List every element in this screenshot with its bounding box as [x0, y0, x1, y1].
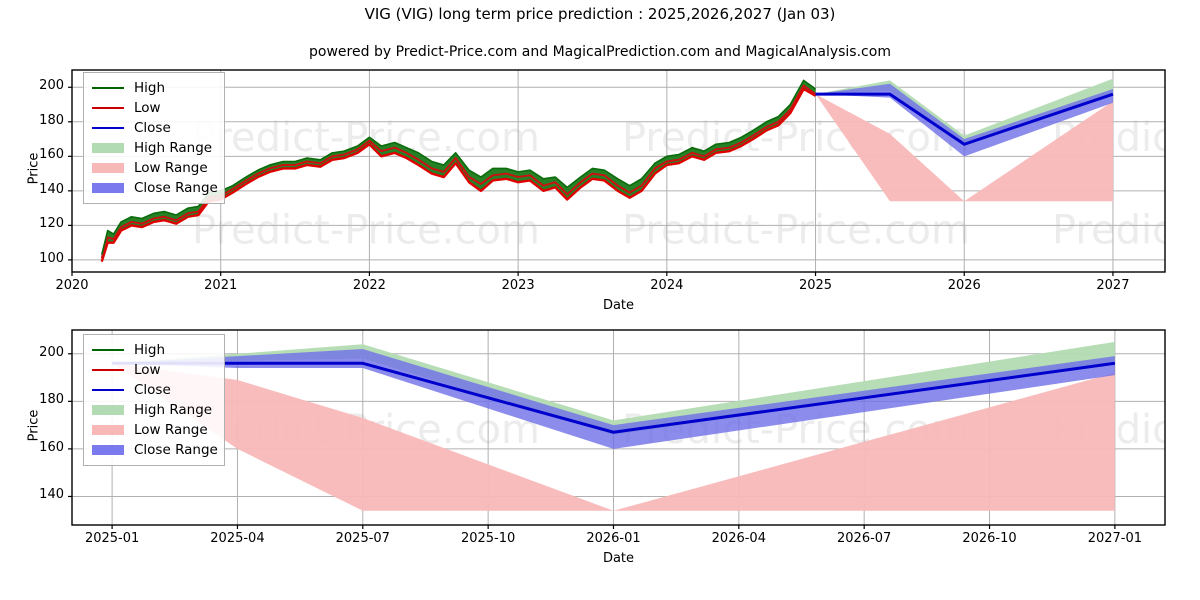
x-tick-label: 2023: [501, 278, 535, 293]
legend-item-close-range: Close Range: [90, 178, 218, 198]
legend-swatch-high-icon: [90, 81, 126, 95]
legend-swatch-close-icon: [90, 383, 126, 397]
legend-swatch-close-range-icon: [90, 443, 126, 457]
history-series: [100, 79, 817, 262]
legend-label: Close Range: [134, 442, 218, 458]
legend-item-close-range: Close Range: [90, 440, 218, 460]
y-axis-label: Price: [26, 409, 42, 441]
legend-label: Low: [134, 362, 161, 378]
legend-label: High: [134, 80, 166, 96]
x-tick-label: 2025: [798, 278, 833, 293]
watermark-text: Predict-Price.com: [192, 208, 540, 254]
top-chart-panel: Predict-Price.com Predict-Price.com Predic…: [0, 62, 1200, 312]
x-tick-label: 2025-07: [335, 531, 390, 546]
legend-swatch-close-icon: [90, 121, 126, 135]
x-tick-label: 2026-01: [586, 531, 641, 546]
page-subtitle: powered by Predict-Price.com and Magical…: [309, 44, 891, 60]
y-tick-label: 180: [39, 392, 64, 408]
y-tick-label: 200: [39, 78, 64, 94]
top-chart-legend: High Low Close High Range Low Range Close Ran…: [83, 72, 225, 204]
low-range-band: [112, 363, 1115, 511]
x-tick-label: 2027: [1096, 278, 1130, 293]
top-chart-svg: Predict-Price.com Predict-Price.com Predic…: [68, 69, 1200, 276]
legend-swatch-high-icon: [90, 343, 126, 357]
x-axis-label: Date: [602, 298, 635, 313]
y-tick-label: 180: [39, 112, 64, 128]
x-tick-label: 2024: [650, 278, 684, 293]
forecast-series: [815, 78, 1114, 202]
legend-swatch-high-range-icon: [90, 403, 126, 417]
legend-label: Low: [134, 100, 161, 116]
legend-swatch-close-range-icon: [90, 181, 126, 195]
legend-label: Close: [134, 382, 171, 398]
legend-item-low: Low: [90, 98, 216, 118]
y-tick-label: 160: [39, 147, 64, 163]
legend-label: Low Range: [134, 160, 208, 176]
legend-item-high: High: [90, 340, 216, 360]
legend-item-high: High: [90, 78, 216, 98]
x-tick-label: 2020: [55, 278, 89, 293]
x-tick-label: 2027-01: [1087, 531, 1143, 546]
bottom-chart-legend: High Low Close High Range Low Range Close Ran…: [83, 334, 225, 466]
x-tick-label: 2025-04: [210, 531, 265, 546]
legend-item-close: Close: [90, 118, 216, 138]
legend-label: Low Range: [134, 422, 208, 438]
gridlines: [71, 70, 1165, 272]
x-tick-label: 2026: [947, 278, 981, 293]
watermark-text: Predict-Price.com: [1052, 208, 1200, 254]
low-range-band: [815, 94, 1113, 202]
x-tick-label: 2026-10: [962, 531, 1017, 546]
x-tick-label: 2022: [352, 278, 386, 293]
y-tick-label: 160: [39, 439, 64, 455]
legend-item-high-range: High Range: [90, 400, 216, 420]
legend-item-high-range: High Range: [90, 138, 216, 158]
legend-swatch-low-icon: [90, 363, 126, 377]
legend-label: High: [134, 342, 166, 358]
legend-swatch-high-range-icon: [90, 141, 126, 155]
close-range-band: [815, 83, 1113, 157]
y-tick-label: 140: [39, 181, 64, 197]
legend-swatch-low-range-icon: [90, 423, 126, 437]
legend-label: High Range: [134, 140, 213, 156]
close-forecast-line: [815, 92, 1114, 146]
y-tick-label: 100: [39, 250, 64, 266]
x-tick-label: 2021: [204, 278, 238, 293]
watermark-group: Predict-Price.com Predict-Price.com Predic…: [192, 115, 1200, 254]
x-tick-label: 2025-01: [84, 531, 140, 546]
legend-item-close: Close: [90, 380, 216, 400]
y-axis-label: Price: [26, 152, 42, 185]
legend-label: High Range: [134, 402, 213, 418]
legend-swatch-low-range-icon: [90, 161, 126, 175]
x-tick-label: 2026-04: [711, 531, 766, 546]
legend-item-low-range: Low Range: [90, 158, 216, 178]
x-tick-label: 2025-10: [460, 531, 516, 546]
page-title: VIG (VIG) long term price prediction : 2…: [364, 5, 836, 23]
legend-label: Close: [134, 120, 171, 136]
y-tick-label: 140: [39, 487, 64, 503]
y-tick-label: 200: [39, 344, 64, 360]
watermark-text: Predict-Price.com: [192, 115, 540, 161]
legend-label: Close Range: [134, 180, 218, 196]
x-axis-label: Date: [602, 551, 635, 566]
legend-item-low-range: Low Range: [90, 420, 216, 440]
x-tick-label: 2026-07: [837, 531, 892, 546]
y-tick-label: 120: [39, 216, 64, 232]
watermark-text: Predict-Price.com: [622, 208, 970, 254]
legend-swatch-low-icon: [90, 101, 126, 115]
legend-item-low: Low: [90, 360, 216, 380]
